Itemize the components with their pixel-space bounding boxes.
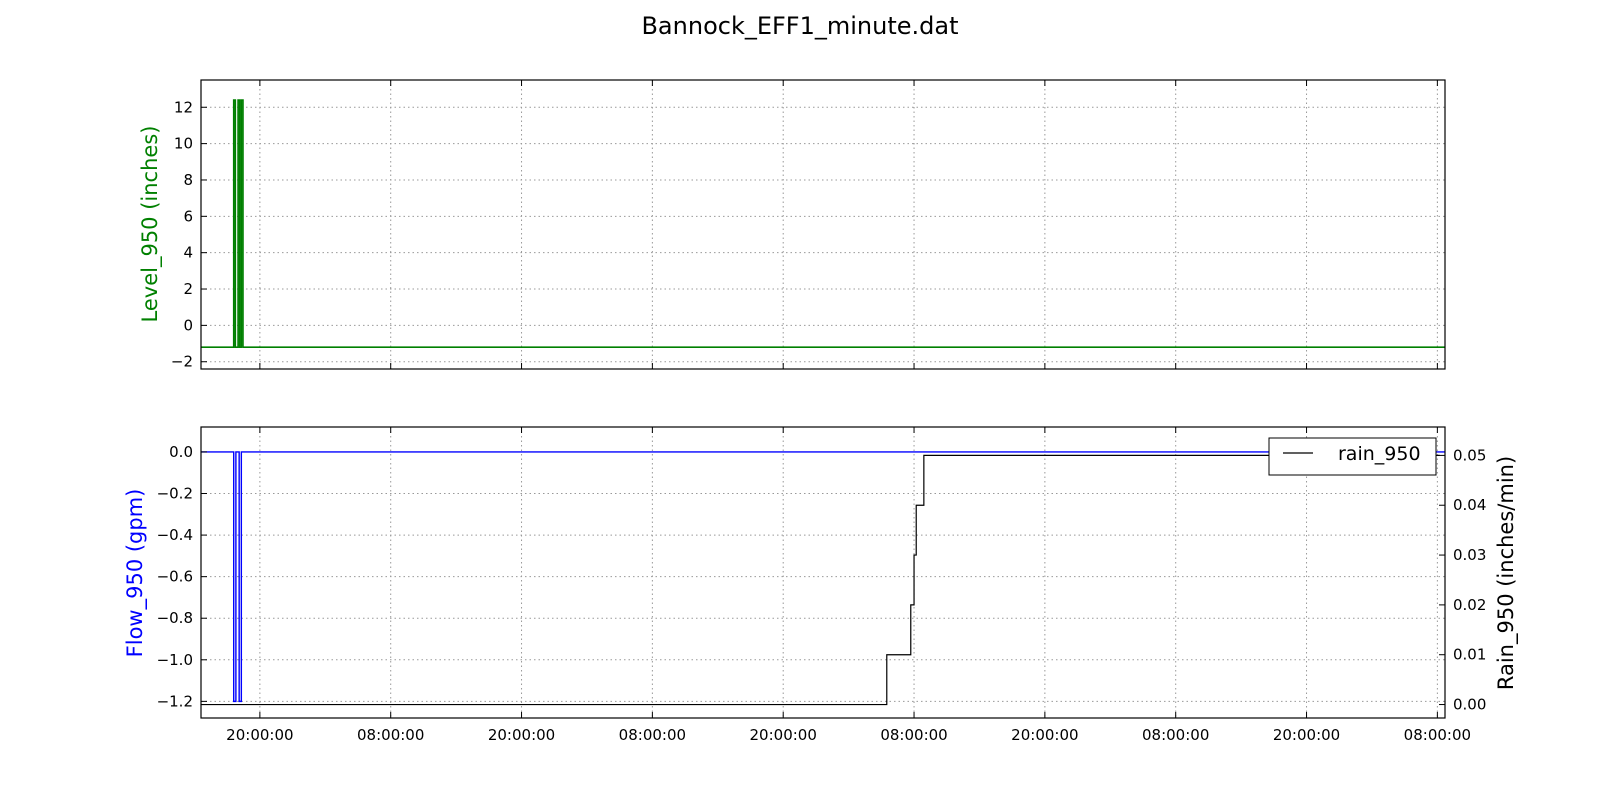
x-tick-label: 20:00:00 [1011,726,1078,744]
flow-rain-subplot: 0.0 −0.2 −0.4 −0.6 −0.8 −1.0 −1.2 0.00 0.01 0.02 0… [123,426,1519,744]
x-tick-label: 08:00:00 [357,726,424,744]
y-tick-label: 6 [183,207,193,225]
x-tick-label: 20:00:00 [488,726,555,744]
y2-tick-label: 0.00 [1453,696,1486,714]
y-tick-label: −0.2 [157,485,193,503]
rain-ylabel: Rain_950 (inches/min) [1494,456,1519,690]
flow-ylabel: Flow_950 (gpm) [123,489,148,658]
x-tick-label: 08:00:00 [619,726,686,744]
y-tick-label: 10 [174,135,193,153]
y-tick-label: −1.0 [157,651,193,669]
x-tick-label: 20:00:00 [226,726,293,744]
y-tick-label: −2 [171,353,193,371]
x-tick-label: 08:00:00 [1404,726,1471,744]
y-tick-label: −0.6 [157,568,193,586]
rain-line [201,454,1440,706]
y-tick-label: 8 [183,171,193,189]
flow-ticks: 0.0 −0.2 −0.4 −0.6 −0.8 −1.0 −1.2 0.00 0.01 0.02 0… [157,427,1486,718]
flow-line [201,451,1445,703]
x-tick-label: 08:00:00 [880,726,947,744]
y2-tick-label: 0.01 [1453,646,1486,664]
x-axis-ticks: 20:00:00 08:00:00 20:00:00 08:00:00 20:00:00… [226,726,1471,744]
y-tick-label: −0.8 [157,609,193,627]
y-tick-label: 2 [183,280,193,298]
y-tick-label: 12 [174,98,193,116]
level-series [201,99,1445,348]
chart-title: Bannock_EFF1_minute.dat [641,12,958,40]
flow-grid [201,427,1445,718]
level-grid [201,80,1445,369]
y2-tick-label: 0.03 [1453,546,1486,564]
legend: rain_950 [1268,437,1437,476]
flow-rain-series [201,451,1445,706]
y-tick-label: −0.4 [157,526,193,544]
y2-tick-label: 0.04 [1453,496,1486,514]
legend-rain-label: rain_950 [1338,443,1421,465]
flow-axes-frame [200,426,1446,719]
legend-box [1268,437,1437,476]
level-axes-frame [200,79,1446,370]
level-ticks: −2 0 2 4 6 8 10 12 [171,80,1438,371]
level-line [201,99,1445,348]
y-tick-label: 0 [183,316,193,334]
y-tick-label: 4 [183,244,193,262]
y2-tick-label: 0.02 [1453,596,1486,614]
x-tick-label: 20:00:00 [1273,726,1340,744]
y-tick-label: −1.2 [157,692,193,710]
level-subplot: −2 0 2 4 6 8 10 12 Level_950 (inches) [138,79,1446,371]
x-tick-label: 08:00:00 [1142,726,1209,744]
x-tick-label: 20:00:00 [750,726,817,744]
level-ylabel: Level_950 (inches) [138,126,163,323]
y2-tick-label: 0.05 [1453,446,1486,464]
y-tick-label: 0.0 [169,443,193,461]
